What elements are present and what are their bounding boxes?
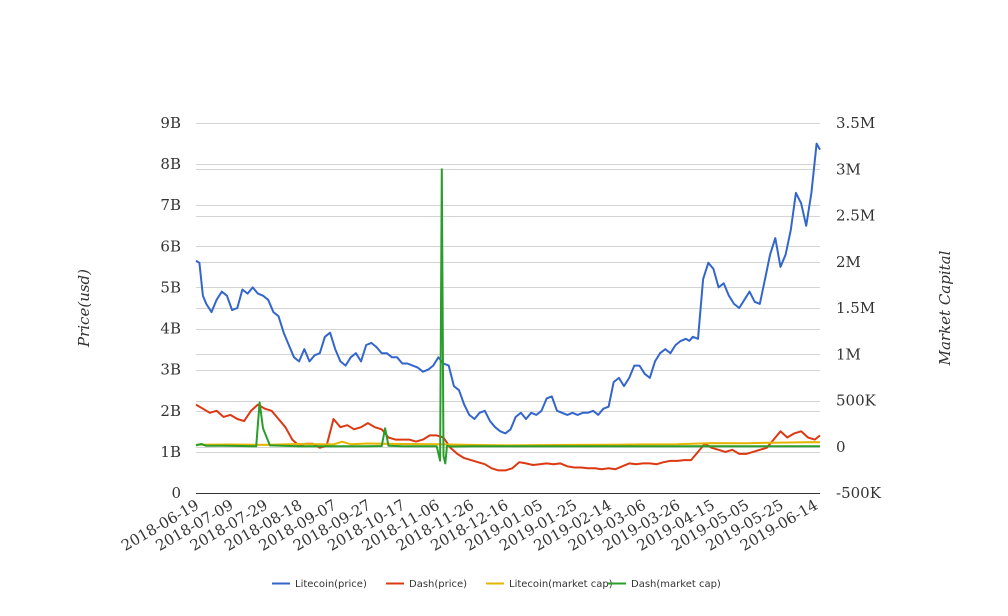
left-tick-label: 7B bbox=[160, 196, 181, 214]
right-tick-label: 1.5M bbox=[836, 299, 875, 317]
series-line bbox=[195, 168, 820, 465]
left-tick-label: 4B bbox=[160, 320, 181, 338]
legend-label: Dash(price) bbox=[409, 579, 467, 590]
left-tick-label: 8B bbox=[160, 155, 181, 173]
series-line bbox=[195, 142, 821, 435]
left-tick-label: 0 bbox=[171, 484, 181, 502]
legend-label: Litecoin(price) bbox=[295, 579, 367, 590]
series-lines bbox=[195, 142, 821, 472]
left-tick-label: 9B bbox=[160, 114, 181, 132]
gridlines bbox=[196, 123, 820, 494]
right-tick-label: 500K bbox=[836, 392, 877, 410]
left-tick-label: 5B bbox=[160, 278, 181, 296]
right-axis-ticks: -500K 0 500K 1M 1.5M 2M 2.5M 3M 3.5M bbox=[836, 114, 882, 502]
left-tick-label: 3B bbox=[160, 361, 181, 379]
series-line bbox=[195, 440, 821, 447]
right-axis-title: Market Capital bbox=[936, 250, 954, 366]
series-line bbox=[195, 403, 821, 472]
right-tick-label: 1M bbox=[836, 345, 861, 363]
left-tick-label: 1B bbox=[160, 443, 181, 461]
left-tick-label: 6B bbox=[160, 237, 181, 255]
legend-label: Litecoin(market cap) bbox=[509, 579, 613, 590]
legend: Litecoin(price) Dash(price) Litecoin(marke… bbox=[272, 579, 721, 590]
right-tick-label: 3.5M bbox=[836, 114, 875, 132]
right-tick-label: 2M bbox=[836, 253, 861, 271]
right-tick-label: 3M bbox=[836, 160, 861, 178]
x-axis-ticks: 2018-06-192018-07-092018-07-292018-08-18… bbox=[118, 496, 821, 555]
right-tick-label: 2.5M bbox=[836, 207, 875, 225]
left-axis-title: Price(usd) bbox=[75, 269, 93, 348]
left-tick-label: 2B bbox=[160, 402, 181, 420]
right-tick-label: 0 bbox=[836, 438, 846, 456]
legend-label: Dash(market cap) bbox=[631, 579, 721, 590]
left-axis-ticks: 0 1B 2B 3B 4B 5B 6B 7B 8B 9B bbox=[160, 114, 181, 502]
right-tick-label: -500K bbox=[836, 484, 882, 502]
